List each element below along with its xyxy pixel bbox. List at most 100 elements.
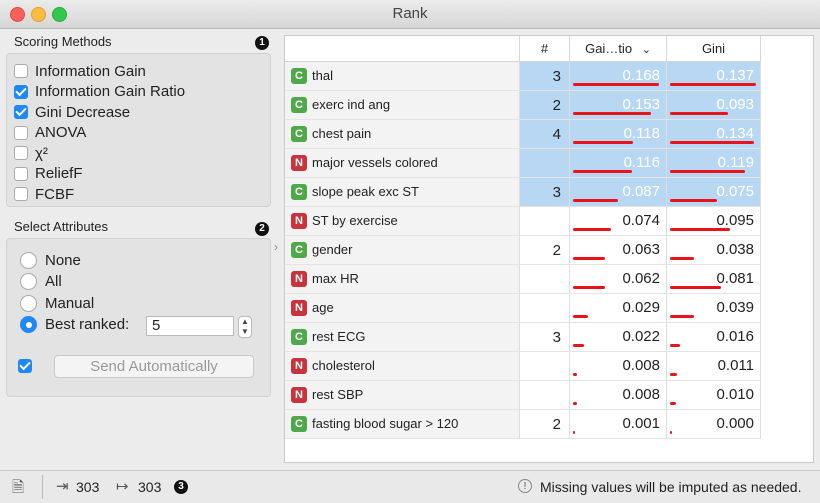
select-option-item[interactable]: Best ranked: [20,315,129,335]
gini-score-cell: 0.011 [667,352,761,381]
gini-score-value: 0.134 [716,125,754,142]
gain-score-cell: 0.087 [570,178,667,207]
gini-score-cell: 0.016 [667,323,761,352]
select-option-radio[interactable] [20,273,37,290]
scoring-method-label: Information Gain [35,62,146,80]
gini-score-value: 0.095 [716,212,754,229]
scoring-method-item[interactable]: FCBF [14,184,74,204]
gini-score-cell: 0.000 [667,410,761,439]
gini-score-value: 0.081 [716,270,754,287]
categorical-icon: C [291,416,307,432]
attribute-name: cholesterol [312,358,375,373]
scoring-method-item[interactable]: Information Gain [14,61,146,81]
header-attribute[interactable] [285,36,520,62]
auto-send-checkbox[interactable] [18,359,32,373]
scoring-method-checkbox[interactable] [14,84,28,99]
scoring-method-label: Gini Decrease [35,103,131,121]
gini-score-value: 0.093 [716,96,754,113]
gini-score-bar [670,286,721,289]
gain-score-bar [573,83,659,86]
select-option-item[interactable]: Manual [20,293,94,313]
scoring-method-checkbox[interactable] [14,166,28,181]
scoring-method-checkbox[interactable] [14,146,28,160]
gini-score-cell: 0.093 [667,91,761,120]
table-row[interactable]: N ST by exercise 0.074 0.095 [285,207,761,236]
gini-score-cell: 0.134 [667,120,761,149]
gain-score-bar [573,257,606,260]
annotation-badge-2: 2 [255,222,269,236]
collapse-arrow-icon[interactable]: › [274,240,278,254]
gini-score-cell: 0.039 [667,294,761,323]
gain-score-value: 0.022 [622,328,660,345]
header-gini[interactable]: Gini [667,36,761,62]
gain-score-bar [573,199,618,202]
gini-score-value: 0.075 [716,183,754,200]
scoring-method-item[interactable]: ReliefF [14,164,83,184]
annotation-badge-1: 1 [255,36,269,50]
categorical-icon: C [291,184,307,200]
send-automatically-button[interactable]: Send Automatically [54,355,254,378]
gain-score-cell: 0.008 [570,381,667,410]
gain-score-cell: 0.062 [570,265,667,294]
gain-score-value: 0.074 [622,212,660,229]
stepper-arrows-icon[interactable]: ▲ ▼ [238,316,252,338]
scoring-method-checkbox[interactable] [14,187,28,201]
close-window-button[interactable] [10,7,25,22]
gini-score-value: 0.011 [717,357,754,374]
minimize-window-button[interactable] [31,7,46,22]
gini-score-value: 0.000 [716,415,754,432]
gain-score-cell: 0.074 [570,207,667,236]
select-option-radio[interactable] [20,294,37,312]
gini-score-value: 0.119 [717,154,754,171]
select-option-radio[interactable] [20,316,37,333]
scoring-method-item[interactable]: ANOVA [14,123,86,143]
select-option-radio[interactable] [20,251,37,269]
numeric-icon: N [291,271,307,287]
scoring-method-item[interactable]: Gini Decrease [14,102,130,122]
num-values-cell: 2 [520,236,570,265]
num-values-cell [520,149,570,178]
gini-score-bar [670,431,672,434]
gain-score-bar [573,315,588,318]
gini-score-bar [670,402,677,405]
header-num[interactable]: # [520,36,570,62]
best-ranked-input[interactable]: 5 [146,316,234,336]
gain-score-cell: 0.022 [570,323,667,352]
report-icon[interactable]: 🗎 [12,479,25,496]
select-option-item[interactable]: None [20,250,81,270]
annotation-badge-3: 3 [174,480,188,494]
select-option-label: All [45,273,62,290]
scoring-method-item[interactable]: Information Gain Ratio [14,82,185,102]
num-values-cell: 4 [520,120,570,149]
gain-score-value: 0.029 [622,299,660,316]
scoring-method-checkbox[interactable] [14,64,28,78]
gini-score-value: 0.038 [716,241,754,258]
select-option-item[interactable]: All [20,272,62,292]
scoring-method-checkbox[interactable] [14,105,28,119]
gain-score-value: 0.063 [622,241,660,258]
gain-score-bar [573,431,575,434]
header-gain-ratio[interactable]: Gai…tio ⌄ [570,36,667,62]
gain-score-bar [573,141,634,144]
zoom-window-button[interactable] [52,7,67,22]
scoring-methods-box [6,53,271,207]
scoring-method-item[interactable]: χ² [14,143,48,163]
gini-score-bar [670,257,694,260]
scoring-method-checkbox[interactable] [14,125,28,140]
scoring-method-label: ANOVA [35,124,87,141]
scoring-methods-title: Scoring Methods [14,34,112,49]
scoring-method-label: ReliefF [35,165,83,182]
